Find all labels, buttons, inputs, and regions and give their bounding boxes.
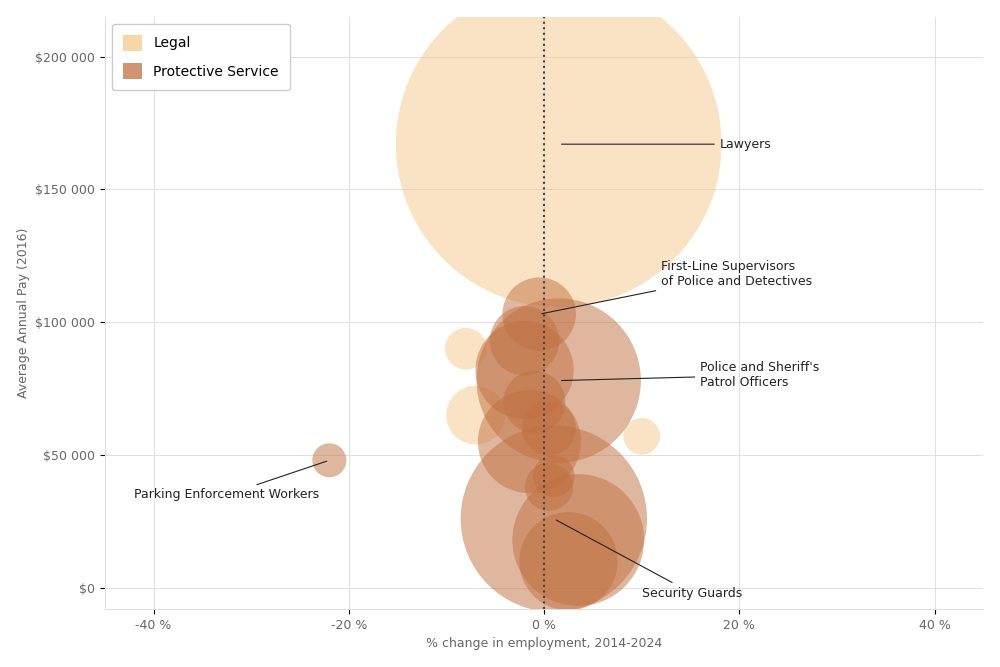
Point bbox=[546, 471, 562, 482]
Text: Lawyers: Lawyers bbox=[561, 137, 772, 151]
Y-axis label: Average Annual Pay (2016): Average Annual Pay (2016) bbox=[17, 227, 30, 398]
Point bbox=[546, 514, 562, 524]
Legend: Legal, Protective Service: Legal, Protective Service bbox=[112, 23, 290, 91]
Point bbox=[634, 431, 650, 442]
Text: Police and Sheriff's
Patrol Officers: Police and Sheriff's Patrol Officers bbox=[561, 362, 820, 390]
Point bbox=[517, 365, 533, 376]
Point bbox=[321, 455, 337, 466]
Point bbox=[541, 482, 557, 492]
Point bbox=[526, 396, 542, 407]
Text: Security Guards: Security Guards bbox=[556, 520, 742, 600]
Text: First-Line Supervisors
of Police and Detectives: First-Line Supervisors of Police and Det… bbox=[542, 260, 812, 313]
X-axis label: % change in employment, 2014-2024: % change in employment, 2014-2024 bbox=[426, 638, 662, 650]
Point bbox=[560, 556, 576, 566]
Point bbox=[531, 309, 547, 319]
Text: Parking Enforcement Workers: Parking Enforcement Workers bbox=[134, 461, 327, 502]
Point bbox=[551, 376, 567, 386]
Point bbox=[541, 423, 557, 434]
Point bbox=[570, 535, 586, 546]
Point bbox=[458, 344, 474, 354]
Point bbox=[521, 436, 537, 447]
Point bbox=[551, 139, 567, 149]
Point bbox=[517, 336, 533, 346]
Point bbox=[468, 410, 484, 420]
